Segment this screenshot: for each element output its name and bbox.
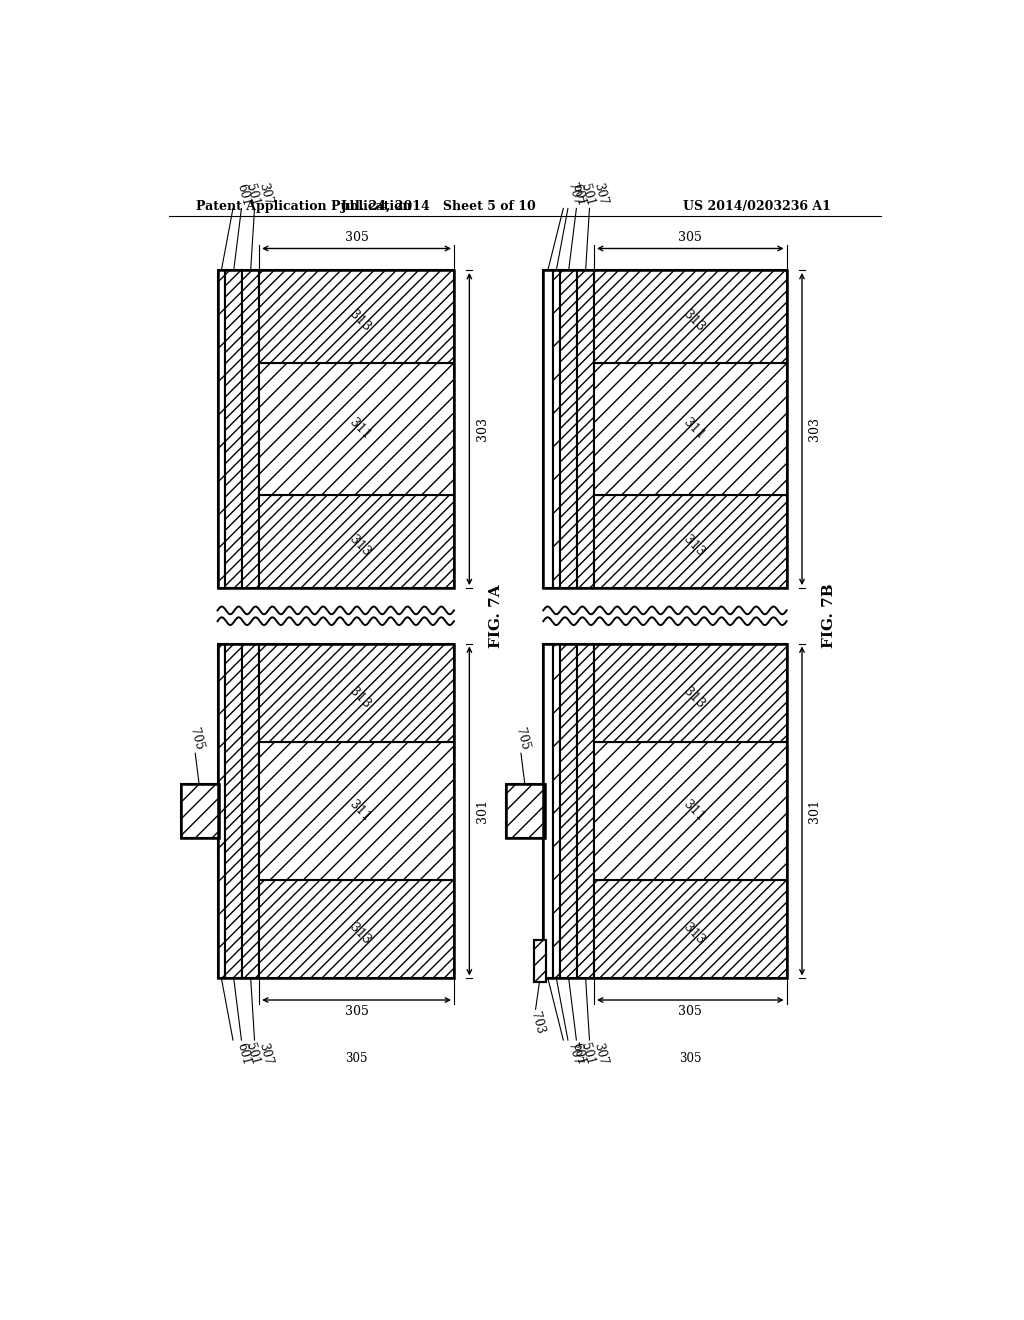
- Bar: [180, 784, 219, 838]
- Bar: [225, 644, 243, 978]
- Text: 301: 301: [475, 799, 488, 822]
- Bar: [553, 271, 560, 589]
- Bar: [217, 644, 225, 978]
- Text: 305: 305: [345, 1052, 368, 1065]
- Bar: [535, 940, 547, 982]
- Bar: [544, 644, 786, 978]
- Text: 705: 705: [513, 726, 531, 751]
- Text: 307: 307: [256, 182, 274, 207]
- Bar: [259, 363, 454, 495]
- Text: 305: 305: [679, 231, 702, 244]
- Text: 501: 501: [243, 1041, 261, 1067]
- Bar: [553, 644, 560, 978]
- Bar: [560, 271, 578, 589]
- Text: 601: 601: [234, 182, 253, 207]
- Text: 601: 601: [234, 1041, 253, 1067]
- Bar: [243, 271, 259, 589]
- Text: 301: 301: [808, 799, 821, 822]
- Bar: [578, 644, 594, 978]
- Text: 303: 303: [475, 417, 488, 441]
- Bar: [594, 363, 786, 495]
- Bar: [535, 940, 547, 982]
- Text: 303: 303: [808, 417, 821, 441]
- Text: 313: 313: [347, 921, 374, 948]
- Text: 705: 705: [187, 726, 206, 751]
- Text: 313: 313: [681, 533, 708, 560]
- Bar: [217, 271, 454, 589]
- Text: 501: 501: [243, 182, 261, 207]
- Bar: [544, 271, 786, 589]
- Text: 305: 305: [679, 1005, 702, 1018]
- Text: 501: 501: [578, 1041, 596, 1067]
- Text: 707: 707: [565, 182, 584, 207]
- Bar: [544, 644, 553, 978]
- Text: 313: 313: [681, 921, 708, 948]
- Text: 313: 313: [681, 308, 708, 334]
- Text: 311: 311: [347, 797, 374, 824]
- Bar: [259, 880, 454, 978]
- Text: Patent Application Publication: Patent Application Publication: [196, 199, 412, 213]
- Bar: [594, 742, 786, 880]
- Bar: [560, 644, 578, 978]
- Bar: [506, 784, 545, 838]
- Text: 307: 307: [591, 182, 609, 207]
- Bar: [594, 644, 786, 742]
- Text: FIG. 7B: FIG. 7B: [822, 583, 836, 648]
- Text: 313: 313: [347, 308, 374, 334]
- Text: 307: 307: [256, 1041, 274, 1067]
- Bar: [544, 271, 553, 589]
- Text: US 2014/0203236 A1: US 2014/0203236 A1: [683, 199, 831, 213]
- Text: 703: 703: [528, 1011, 547, 1036]
- Bar: [217, 644, 454, 978]
- Text: 313: 313: [347, 533, 374, 560]
- Bar: [259, 271, 454, 363]
- Bar: [578, 271, 594, 589]
- Bar: [506, 784, 545, 838]
- Text: FIG. 7A: FIG. 7A: [489, 583, 504, 648]
- Bar: [594, 271, 786, 363]
- Text: 311: 311: [681, 797, 708, 824]
- Text: 313: 313: [347, 685, 374, 710]
- Bar: [225, 271, 243, 589]
- Bar: [259, 644, 454, 742]
- Text: 311: 311: [681, 416, 708, 442]
- Text: 305: 305: [679, 1052, 701, 1065]
- Text: 601: 601: [569, 1041, 588, 1067]
- Text: 313: 313: [681, 685, 708, 710]
- Text: 307: 307: [591, 1041, 609, 1067]
- Bar: [243, 644, 259, 978]
- Text: 601: 601: [569, 182, 588, 207]
- Bar: [594, 880, 786, 978]
- Text: 305: 305: [345, 231, 369, 244]
- Text: 311: 311: [347, 416, 374, 442]
- Bar: [259, 495, 454, 589]
- Bar: [594, 495, 786, 589]
- Text: Jul. 24, 2014   Sheet 5 of 10: Jul. 24, 2014 Sheet 5 of 10: [341, 199, 537, 213]
- Bar: [259, 742, 454, 880]
- Bar: [217, 271, 225, 589]
- Text: 305: 305: [345, 1005, 369, 1018]
- Text: 707: 707: [565, 1041, 584, 1067]
- Bar: [180, 784, 219, 838]
- Text: 501: 501: [578, 182, 596, 207]
